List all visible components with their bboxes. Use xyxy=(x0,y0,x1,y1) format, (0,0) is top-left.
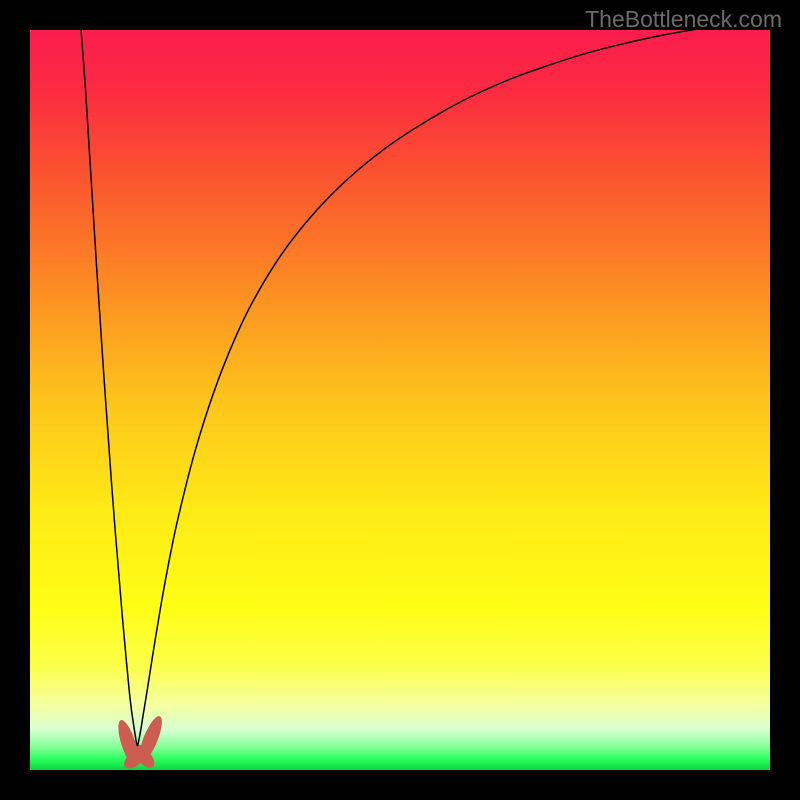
gradient-background xyxy=(30,30,770,770)
watermark-text: TheBottleneck.com xyxy=(585,6,782,33)
bottleneck-chart xyxy=(30,30,770,770)
plot-area xyxy=(30,30,770,770)
chart-container: TheBottleneck.com xyxy=(0,0,800,800)
